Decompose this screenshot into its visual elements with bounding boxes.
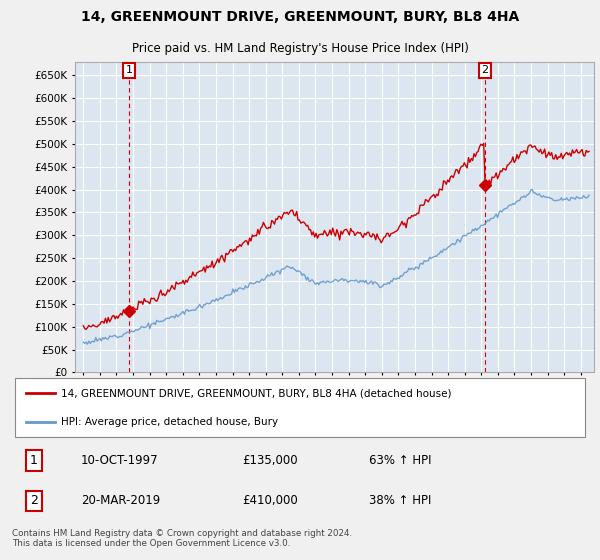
Text: 2: 2: [30, 494, 38, 507]
Text: Contains HM Land Registry data © Crown copyright and database right 2024.
This d: Contains HM Land Registry data © Crown c…: [12, 529, 352, 548]
Text: £135,000: £135,000: [242, 454, 298, 467]
Text: £410,000: £410,000: [242, 494, 298, 507]
Text: 10-OCT-1997: 10-OCT-1997: [81, 454, 159, 467]
Text: 1: 1: [125, 66, 133, 76]
Text: 14, GREENMOUNT DRIVE, GREENMOUNT, BURY, BL8 4HA (detached house): 14, GREENMOUNT DRIVE, GREENMOUNT, BURY, …: [61, 388, 451, 398]
Text: Price paid vs. HM Land Registry's House Price Index (HPI): Price paid vs. HM Land Registry's House …: [131, 41, 469, 54]
Text: HPI: Average price, detached house, Bury: HPI: Average price, detached house, Bury: [61, 417, 278, 427]
Text: 2: 2: [482, 66, 488, 76]
Text: 63% ↑ HPI: 63% ↑ HPI: [369, 454, 431, 467]
Text: 38% ↑ HPI: 38% ↑ HPI: [369, 494, 431, 507]
Text: 14, GREENMOUNT DRIVE, GREENMOUNT, BURY, BL8 4HA: 14, GREENMOUNT DRIVE, GREENMOUNT, BURY, …: [81, 10, 519, 24]
FancyBboxPatch shape: [15, 378, 584, 437]
Text: 20-MAR-2019: 20-MAR-2019: [81, 494, 160, 507]
Text: 1: 1: [30, 454, 38, 467]
